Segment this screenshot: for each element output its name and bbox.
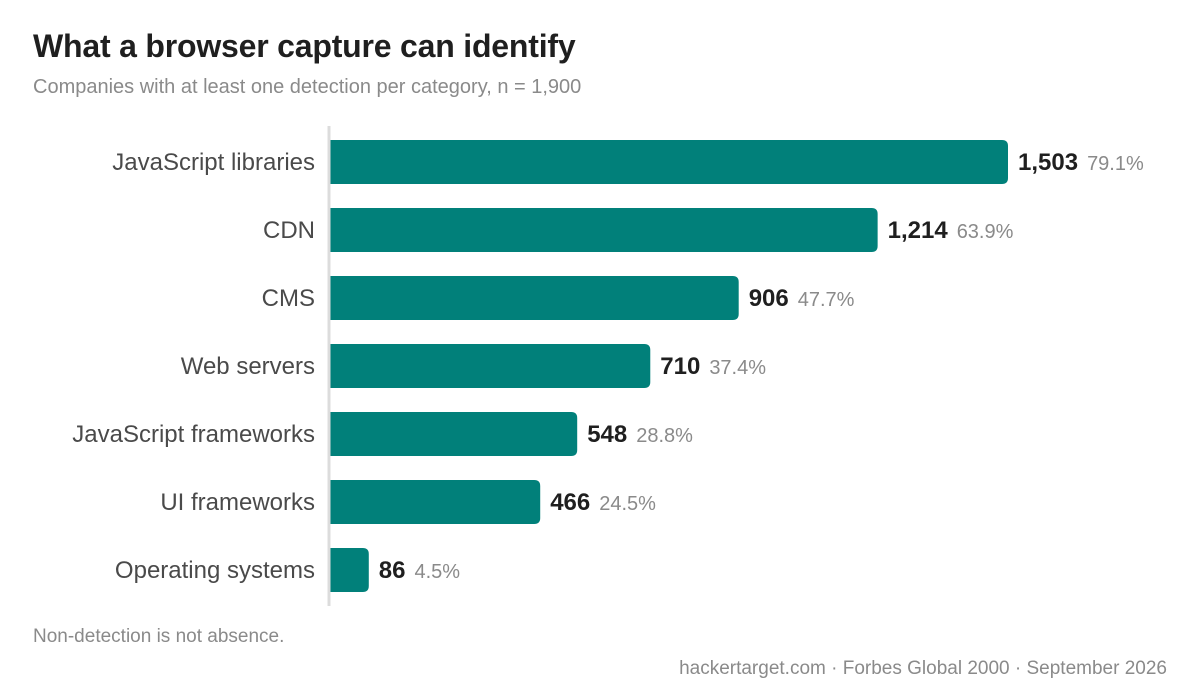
value-label-6: 86 [379, 557, 406, 584]
percent-label-4: 28.8% [636, 425, 693, 447]
category-label-5: UI frameworks [160, 489, 315, 516]
bar-6 [330, 548, 369, 592]
value-label-0: 1,503 [1018, 149, 1078, 176]
category-label-6: Operating systems [115, 557, 315, 584]
chart-title: What a browser capture can identify [33, 28, 576, 64]
category-label-2: CMS [262, 285, 315, 312]
bar-2 [330, 276, 739, 320]
percent-label-5: 24.5% [599, 493, 656, 515]
category-label-0: JavaScript libraries [112, 149, 315, 176]
category-label-1: CDN [263, 217, 315, 244]
percent-label-3: 37.4% [709, 357, 766, 379]
value-label-2: 906 [749, 285, 789, 312]
bar-4 [330, 412, 578, 456]
category-label-4: JavaScript frameworks [72, 421, 315, 448]
bar-3 [330, 344, 651, 388]
bar-0 [330, 140, 1008, 184]
value-label-3: 710 [660, 353, 700, 380]
category-label-3: Web servers [181, 353, 315, 380]
chart-subtitle: Companies with at least one detection pe… [33, 76, 582, 98]
bar-5 [330, 480, 541, 524]
percent-label-2: 47.7% [798, 289, 855, 311]
value-label-5: 466 [550, 489, 590, 516]
bars-layer: JavaScript libraries 1,503 79.1% CDN 1,214 63… [72, 126, 1144, 606]
value-label-1: 1,214 [888, 217, 949, 244]
percent-label-6: 4.5% [414, 561, 460, 583]
footnote: Non-detection is not absence. [33, 626, 285, 647]
source-credit: hackertarget.com · Forbes Global 2000 · … [679, 658, 1167, 679]
percent-label-0: 79.1% [1087, 153, 1144, 175]
percent-label-1: 63.9% [957, 221, 1014, 243]
value-label-4: 548 [587, 421, 627, 448]
bar-1 [330, 208, 878, 252]
